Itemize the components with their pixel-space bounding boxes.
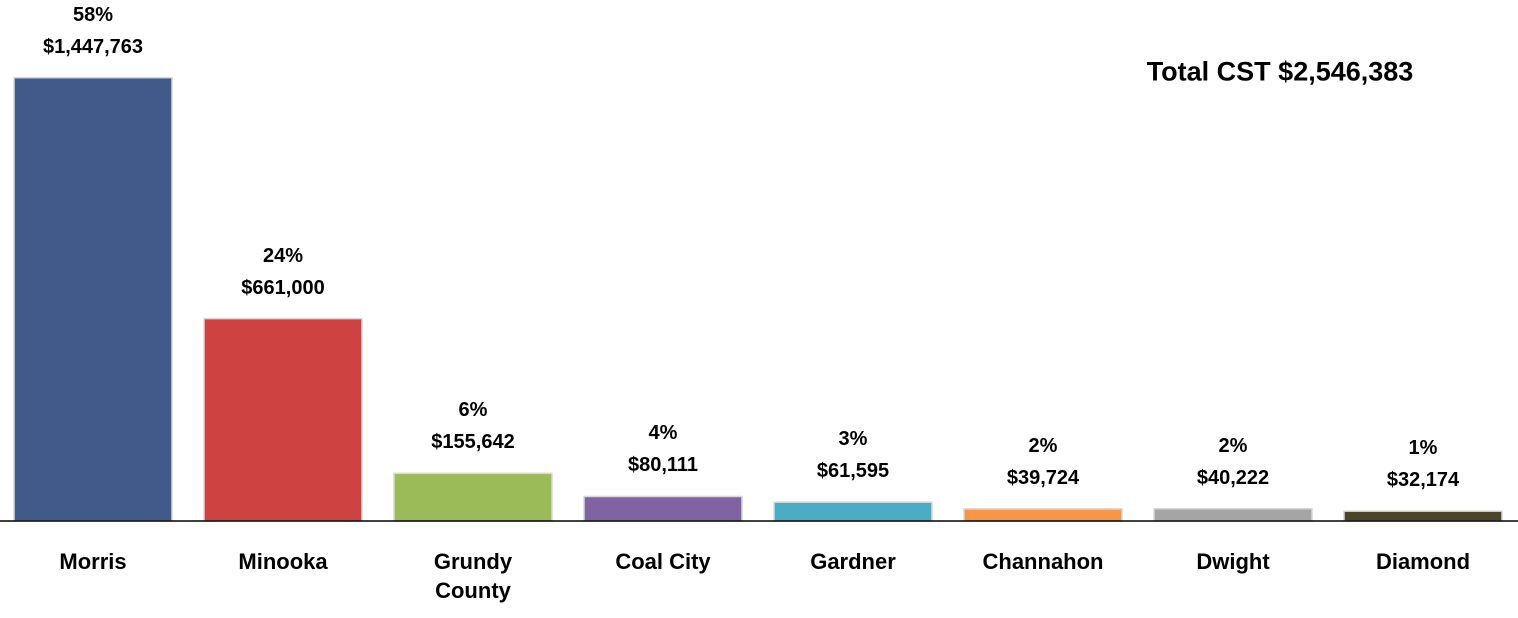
bar	[203, 317, 363, 522]
percentage-label: 2%	[1218, 434, 1248, 457]
bar	[773, 501, 933, 522]
value-label: $80,111	[627, 454, 699, 477]
bar	[13, 76, 173, 522]
bar	[393, 472, 553, 522]
percentage-label: 6%	[458, 399, 488, 422]
x-tick-label: Grundy County	[433, 549, 513, 603]
percentage-label: 1%	[1408, 437, 1438, 460]
percentage-label: 4%	[648, 422, 678, 445]
value-label: $155,642	[431, 431, 515, 454]
value-label: $32,174	[1386, 469, 1460, 492]
bar	[963, 508, 1123, 522]
percentage-label: 2%	[1028, 434, 1058, 457]
x-tick-label: Gardner	[810, 549, 896, 574]
percentage-label: 24%	[262, 244, 304, 267]
value-label: $39,724	[1006, 466, 1080, 489]
total-annotation: Total CST $2,546,383	[1146, 56, 1414, 87]
bar	[1343, 510, 1503, 522]
x-tick-label: Morris	[59, 549, 127, 574]
x-tick-label: Minooka	[238, 549, 328, 574]
value-label: $40,222	[1196, 466, 1270, 489]
percentage-label: 58%	[72, 3, 114, 26]
value-label: $661,000	[241, 276, 325, 299]
x-tick-label: Dwight	[1196, 549, 1270, 574]
bar	[1153, 507, 1313, 522]
value-label: $1,447,763	[42, 35, 144, 58]
x-tick-label: Coal City	[615, 549, 711, 574]
percentage-label: 3%	[838, 428, 868, 451]
x-tick-label: Channahon	[982, 549, 1104, 574]
value-label: $61,595	[816, 460, 890, 483]
x-tick-label: Diamond	[1375, 549, 1471, 574]
bar	[583, 495, 743, 522]
